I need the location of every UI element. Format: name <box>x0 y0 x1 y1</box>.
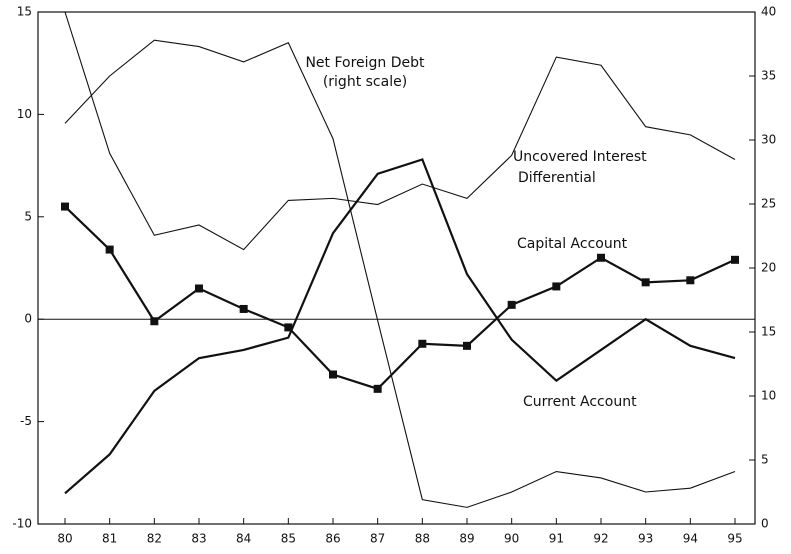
series-line <box>64 11 736 251</box>
annotation: Differential <box>518 170 596 186</box>
y2-tick-label: 30 <box>761 133 776 147</box>
series-marker <box>105 245 114 254</box>
series-marker <box>597 253 605 262</box>
series-marker <box>284 323 293 332</box>
y2-tick-label: 35 <box>761 69 776 83</box>
series-marker <box>150 317 159 326</box>
x-tick-label: 80 <box>57 532 72 546</box>
y-tick-label: 0 <box>24 312 32 326</box>
y2-tick-label: 40 <box>761 5 776 19</box>
y2-tick-label: 20 <box>761 261 776 275</box>
x-tick-label: 90 <box>504 532 519 546</box>
series-marker <box>329 370 337 379</box>
series-marker <box>686 276 695 285</box>
series-marker <box>61 202 69 211</box>
x-tick-label: 82 <box>147 532 162 546</box>
series-line <box>64 39 736 508</box>
x-tick-label: 91 <box>549 532 564 546</box>
y-tick-label: 5 <box>24 209 32 223</box>
series-marker <box>373 384 382 393</box>
series-marker <box>731 255 739 264</box>
x-tick-label: 84 <box>236 532 251 546</box>
x-tick-label: 89 <box>459 532 474 546</box>
annotation: Current Account <box>523 394 637 410</box>
x-tick-label: 87 <box>370 532 385 546</box>
annotation: (right scale) <box>323 74 407 90</box>
y2-tick-label: 0 <box>761 517 769 531</box>
x-tick-label: 93 <box>638 532 653 546</box>
annotation: Net Foreign Debt <box>305 55 425 71</box>
x-tick-label: 94 <box>683 532 698 546</box>
series-marker <box>552 282 561 291</box>
y2-tick-label: 5 <box>761 453 769 467</box>
y-tick-label: 10 <box>17 107 32 121</box>
x-tick-label: 85 <box>281 532 296 546</box>
y2-tick-label: 10 <box>761 389 776 403</box>
series-marker <box>239 304 248 313</box>
series-marker <box>418 339 427 348</box>
y2-tick-label: 15 <box>761 325 776 339</box>
series-marker <box>641 278 650 287</box>
y-tick-label: -10 <box>12 517 32 531</box>
series-marker <box>195 284 203 293</box>
x-tick-label: 92 <box>593 532 608 546</box>
y2-tick-label: 25 <box>761 197 776 211</box>
y-tick-label: -5 <box>20 414 32 428</box>
x-tick-label: 95 <box>727 532 742 546</box>
annotation: Uncovered Interest <box>513 149 647 165</box>
y-tick-label: 15 <box>17 5 32 19</box>
x-tick-label: 86 <box>325 532 340 546</box>
annotation: Capital Account <box>517 236 628 252</box>
series-marker <box>463 341 471 350</box>
series-line <box>64 158 736 495</box>
x-tick-label: 88 <box>415 532 430 546</box>
x-tick-label: 81 <box>102 532 117 546</box>
x-tick-label: 83 <box>191 532 206 546</box>
series-line <box>64 205 736 391</box>
series-marker <box>507 300 516 309</box>
